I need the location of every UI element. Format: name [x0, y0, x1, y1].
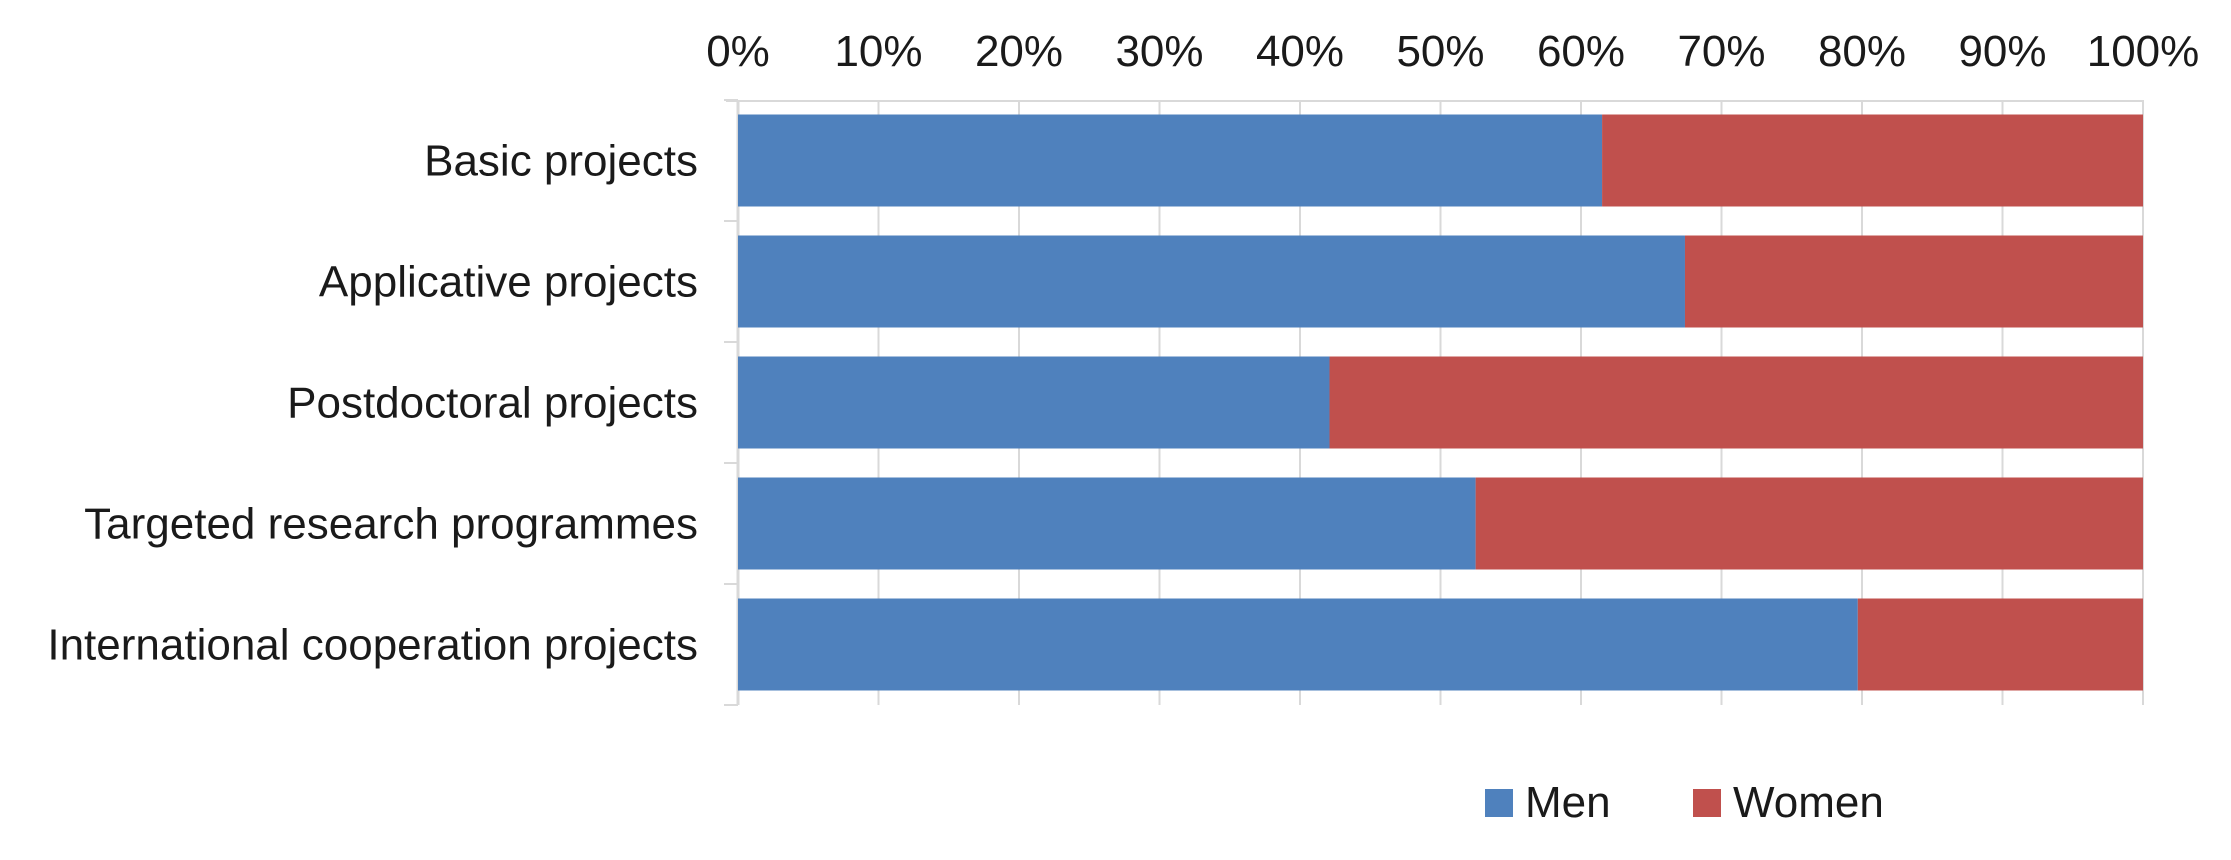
bars	[738, 114, 2143, 691]
x-tick-label: 70%	[1677, 27, 1765, 76]
bar-women	[1684, 235, 2143, 328]
legend-label: Women	[1733, 778, 1884, 827]
bar-women	[1475, 477, 2143, 570]
bar-men	[738, 356, 1330, 449]
bar-women	[1329, 356, 2143, 449]
category-label: Basic projects	[424, 137, 698, 186]
x-tick-label: 20%	[975, 27, 1063, 76]
x-tick-label: 60%	[1537, 27, 1625, 76]
x-tick-label: 90%	[1958, 27, 2046, 76]
legend-swatch	[1485, 789, 1513, 817]
x-tick-label: 30%	[1115, 27, 1203, 76]
bar-men	[738, 477, 1476, 570]
category-label: Applicative projects	[319, 258, 698, 307]
x-tick-label: 100%	[2087, 27, 2200, 76]
bar-men	[738, 598, 1858, 691]
x-tick-label: 50%	[1396, 27, 1484, 76]
x-tick-label: 10%	[834, 27, 922, 76]
x-tick-label: 40%	[1256, 27, 1344, 76]
bar-men	[738, 114, 1603, 207]
bar-women	[1602, 114, 2143, 207]
category-label: International cooperation projects	[47, 621, 698, 670]
legend: Men Women	[1485, 778, 1884, 827]
x-tick-label: 0%	[706, 27, 770, 76]
x-tick-labels: 0% 10% 20% 30% 40% 50% 60% 70% 80% 90% 100%	[706, 27, 2199, 76]
legend-swatch	[1693, 789, 1721, 817]
legend-label: Men	[1525, 778, 1611, 827]
x-tick-label: 80%	[1818, 27, 1906, 76]
category-labels: Basic projects Applicative projects Postdo…	[47, 137, 698, 670]
category-label: Targeted research programmes	[84, 500, 698, 549]
bar-men	[738, 235, 1685, 328]
bar-women	[1857, 598, 2143, 691]
category-label: Postdoctoral projects	[287, 379, 698, 428]
